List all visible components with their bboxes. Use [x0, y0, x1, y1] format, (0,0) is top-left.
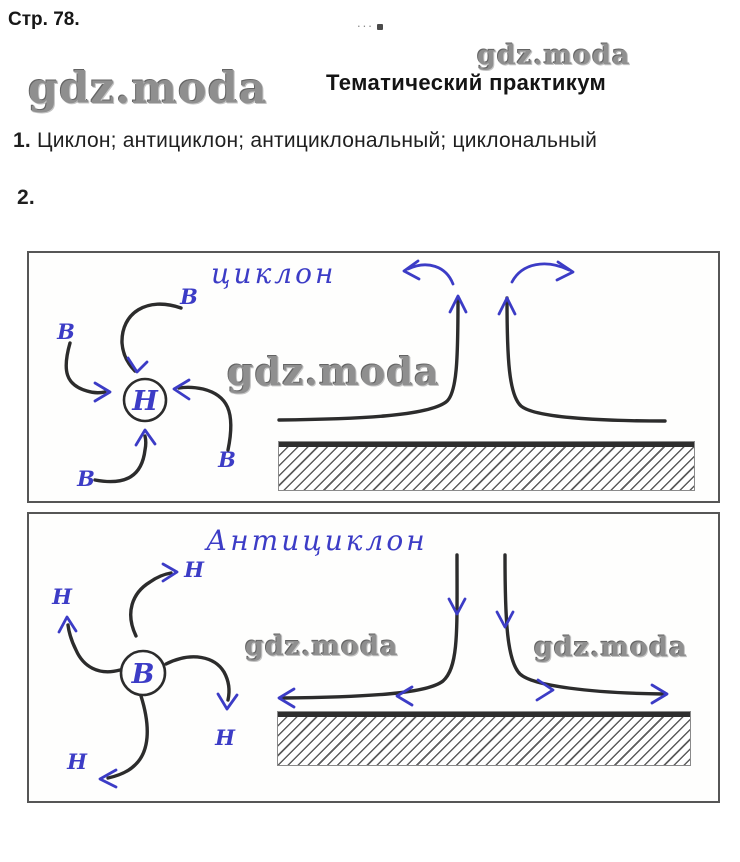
- inflow-arrow-left: [64, 341, 107, 395]
- outflow-arrow-bottom-left: [106, 694, 149, 780]
- arrowhead-bottom-right: [216, 692, 239, 711]
- wind-label-top: В: [179, 284, 198, 309]
- diverge-arrowhead-left: [402, 259, 421, 281]
- inflow-arrow-right: [177, 385, 233, 452]
- updraft-arrowhead-left: [448, 294, 468, 314]
- anticyclone-downdraft: [277, 553, 669, 709]
- updraft-arrowhead-right: [497, 296, 517, 316]
- cyclone-title: циклон: [211, 257, 336, 290]
- cyclone-spiral: Н В В В В: [56, 284, 236, 491]
- arrowhead-bottom-left: [98, 768, 118, 789]
- answer-2-number: 2.: [17, 186, 35, 209]
- down-arrowhead-right: [495, 610, 515, 629]
- wind-label-top-right: Н: [183, 557, 205, 582]
- watermark-top-right: gdz.moda: [477, 40, 631, 71]
- anticyclone-diagram-panel: Антициклон В Н Н Н Н: [27, 512, 720, 803]
- outflow-arrow-bottom-right: [164, 655, 231, 702]
- wind-label-top-left: Н: [51, 584, 73, 609]
- diverge-arrow-right: [510, 262, 571, 284]
- watermark-top-left: gdz.moda: [28, 64, 268, 114]
- answer-1-number: 1.: [13, 129, 31, 152]
- updraft-line-left: [277, 296, 460, 422]
- updraft-line-right: [505, 296, 667, 423]
- cyclone-updraft: [277, 259, 667, 423]
- outflow-arrowhead-bend-right: [535, 678, 555, 702]
- diverge-arrow-left: [406, 263, 455, 286]
- arrowhead-right: [172, 378, 191, 401]
- diverge-arrowhead-right: [555, 260, 575, 282]
- wind-label-bottom-right: Н: [214, 725, 236, 750]
- watermark-panel2-right: gdz.moda: [534, 632, 688, 663]
- scan-smudge: ...: [357, 15, 383, 30]
- watermark-panel2-left: gdz.moda: [245, 631, 399, 662]
- wind-label-left: В: [56, 319, 75, 344]
- outflow-arrowhead-end-left: [277, 687, 296, 709]
- outflow-arrowhead-mid-left: [395, 685, 414, 707]
- cyclone-drawing: циклон Н В В В В: [56, 257, 667, 491]
- watermark-panel1: gdz.moda: [227, 349, 440, 394]
- answer-line-1: 1. Циклон; антициклон; антициклональный;…: [13, 129, 597, 153]
- page-title: Тематический практикум: [326, 70, 607, 95]
- high-pressure-letter: В: [131, 659, 155, 690]
- high-pressure-center-circle: [119, 649, 167, 697]
- low-pressure-letter: Н: [131, 386, 159, 417]
- downdraft-line-left: [280, 553, 459, 700]
- outflow-arrowhead-end-right: [650, 683, 669, 705]
- arrowhead-left: [93, 381, 112, 403]
- arrowhead-top-right: [161, 562, 179, 583]
- wind-label-bottom-left: Н: [66, 749, 88, 774]
- cyclone-diagram-panel: циклон Н В В В В: [27, 251, 720, 503]
- page-number-label: Стр. 78.: [8, 9, 80, 30]
- arrowhead-bottom: [134, 428, 157, 447]
- downdraft-line-right: [503, 553, 665, 696]
- arrowhead-top-left: [57, 615, 78, 634]
- anticyclone-spiral: В Н Н Н Н: [51, 557, 239, 789]
- outflow-arrow-top-right: [129, 571, 173, 638]
- arrowhead-top: [126, 356, 149, 374]
- wind-label-bottom: В: [76, 466, 95, 491]
- low-pressure-center-circle: [122, 377, 168, 423]
- ground-hatch-anticyclone: [277, 711, 691, 766]
- down-arrowhead-left: [447, 597, 467, 616]
- outflow-arrow-top-left: [66, 623, 122, 674]
- anticyclone-drawing: Антициклон В Н Н Н Н: [51, 524, 669, 789]
- wind-label-right: В: [217, 447, 236, 472]
- inflow-arrow-bottom: [93, 434, 148, 484]
- smudge-dots: ...: [357, 15, 374, 30]
- inflow-arrow-top: [120, 302, 183, 373]
- ground-hatch-cyclone: [278, 441, 695, 491]
- answer-1-text: Циклон; антициклон; антициклональный; ци…: [36, 129, 598, 152]
- smudge-mark: [376, 24, 383, 30]
- anticyclone-title: Антициклон: [204, 524, 428, 557]
